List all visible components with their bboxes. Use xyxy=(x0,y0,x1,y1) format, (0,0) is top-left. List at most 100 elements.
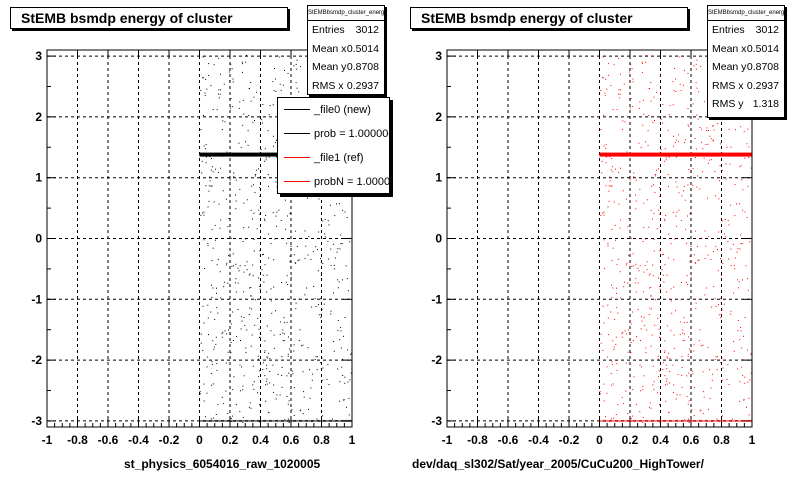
right-scatter-point xyxy=(624,330,626,332)
right-scatter-point xyxy=(716,369,718,371)
right-scatter-point xyxy=(648,115,650,117)
right-scatter-point xyxy=(706,287,707,289)
left-scatter-point xyxy=(316,369,318,371)
left-scatter-point xyxy=(208,334,209,336)
left-scatter-point xyxy=(202,77,204,79)
right-y-tick-label: -2 xyxy=(431,353,442,367)
right-scatter-point xyxy=(695,308,697,310)
right-scatter-point xyxy=(726,378,728,380)
right-scatter-point xyxy=(646,55,647,56)
right-scatter-point xyxy=(680,220,682,221)
legend-line-file1 xyxy=(284,157,310,158)
right-scatter-point xyxy=(690,245,692,247)
right-scatter-point xyxy=(629,333,631,335)
right-scatter-point xyxy=(614,319,616,320)
right-scatter-point xyxy=(686,242,688,244)
right-scatter-point xyxy=(706,130,708,131)
right-scatter-point xyxy=(722,415,724,417)
left-scatter-point xyxy=(250,345,252,347)
left-scatter-point xyxy=(236,336,237,338)
left-scatter-point xyxy=(270,288,272,290)
left-scatter-point xyxy=(243,227,245,229)
right-scatter-point xyxy=(602,77,604,79)
left-scatter-point xyxy=(243,317,245,319)
left-scatter-point xyxy=(218,203,220,205)
left-scatter-point xyxy=(297,260,299,261)
right-scatter-point xyxy=(750,167,752,169)
left-scatter-point xyxy=(249,402,251,404)
left-scatter-point xyxy=(270,243,272,245)
right-scatter-point xyxy=(704,230,706,232)
right-scatter-point xyxy=(702,344,704,346)
right-scatter-point xyxy=(626,151,628,153)
left-scatter-point xyxy=(320,275,322,276)
right-scatter-point xyxy=(713,140,714,142)
right-scatter-point xyxy=(603,214,605,216)
right-scatter-point xyxy=(650,100,652,102)
left-scatter-point xyxy=(281,195,283,197)
left-scatter-point xyxy=(216,264,218,266)
right-plot-area: -1 -0.8 -0.6 -0.4 -0.2 0 0.2 0.4 0.6 0.8 1 -3 -2 -1 0 1… xyxy=(431,49,755,447)
left-scatter-point xyxy=(221,333,223,335)
right-y-tick-label: 3 xyxy=(435,49,442,63)
left-scatter-point xyxy=(200,333,202,335)
right-scatter-point xyxy=(615,343,617,345)
left-scatter-point xyxy=(254,324,256,326)
left-scatter-point xyxy=(211,185,213,187)
right-scatter-point xyxy=(618,89,620,91)
right-scatter-point xyxy=(658,370,660,372)
left-scatter-point xyxy=(288,422,290,423)
right-scatter-point xyxy=(730,265,732,266)
right-scatter-point xyxy=(666,383,668,385)
left-scatter-point xyxy=(250,209,252,211)
right-scatter-point xyxy=(696,59,698,61)
left-scatter-point xyxy=(242,422,244,423)
right-scatter-point xyxy=(666,356,668,358)
left-scatter-point xyxy=(207,245,209,247)
left-stats-rms-x: RMS x 0.2937 xyxy=(312,79,379,92)
right-scatter-point xyxy=(703,391,705,393)
right-scatter-point xyxy=(746,278,748,280)
right-scatter-point xyxy=(684,69,685,71)
left-scatter-point xyxy=(346,217,348,218)
left-scatter-point xyxy=(265,157,267,159)
right-scatter-point xyxy=(642,422,644,423)
right-scatter-point xyxy=(676,394,678,396)
left-scatter-point xyxy=(239,411,241,413)
left-scatter-point xyxy=(226,151,228,153)
right-scatter-point xyxy=(712,139,714,141)
right-scatter-point xyxy=(612,166,614,168)
left-scatter-point xyxy=(320,258,321,260)
right-scatter-point xyxy=(720,316,722,318)
right-scatter-point xyxy=(611,384,613,386)
right-scatter-point xyxy=(722,263,724,264)
left-scatter-point xyxy=(286,275,288,277)
left-scatter-point xyxy=(208,200,210,202)
left-scatter-point xyxy=(276,394,278,396)
left-scatter-point xyxy=(267,174,269,176)
right-scatter-point xyxy=(739,166,741,168)
right-scatter-point xyxy=(673,90,675,92)
right-scatter-point xyxy=(729,163,731,165)
left-scatter-point xyxy=(347,381,349,383)
right-scatter-point xyxy=(704,257,706,259)
right-scatter-point xyxy=(605,144,607,146)
right-scatter-point xyxy=(653,250,655,252)
right-scatter-point xyxy=(609,156,611,158)
right-scatter-point xyxy=(606,88,608,90)
right-scatter-point xyxy=(724,233,726,235)
right-x-tick-label: -0.4 xyxy=(528,433,549,447)
left-scatter-point xyxy=(211,363,213,365)
right-scatter-point xyxy=(670,330,672,332)
left-scatter-point xyxy=(200,129,202,131)
right-scatter-point xyxy=(616,307,618,309)
left-scatter-point xyxy=(286,396,288,397)
left-scatter-point xyxy=(232,340,234,341)
right-scatter-point xyxy=(742,209,744,211)
left-scatter-point xyxy=(324,233,326,235)
left-scatter-point xyxy=(256,228,258,230)
left-scatter-point xyxy=(210,185,212,187)
right-dense-row-bottom xyxy=(599,419,752,422)
right-scatter-point xyxy=(608,190,610,192)
right-scatter-point xyxy=(612,171,614,173)
